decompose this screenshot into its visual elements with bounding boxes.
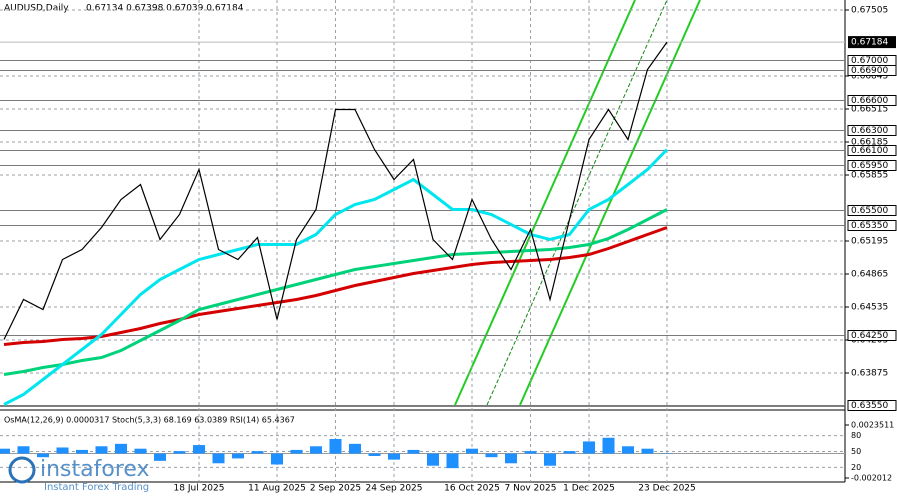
level-label-box: [847, 330, 897, 341]
stoch-level-label: 80: [851, 431, 861, 440]
osma-bar: [212, 453, 225, 464]
x-tick-label: 16 Oct 2025: [444, 484, 500, 494]
moving-average: [3, 226, 668, 346]
level-label: 0.66300: [851, 126, 888, 136]
price-line: [3, 41, 668, 340]
y-tick-label: 0.66185: [851, 138, 888, 148]
level-label: 0.65950: [851, 161, 888, 171]
level-label: 0.63550: [851, 401, 888, 411]
osma-bar: [583, 441, 595, 454]
osma-bar: [602, 437, 615, 454]
osma-bar: [485, 453, 498, 458]
x-tick-label: 24 Sep 2025: [365, 484, 422, 494]
osma-bar: [76, 449, 88, 454]
osma-bar: [290, 449, 303, 454]
channel-mid: [486, 0, 668, 406]
stoch-level-label: 20: [851, 463, 861, 472]
oscillator-title: OsMA(12,26,9) 0.0000317 Stoch(5,3,3) 68.…: [4, 416, 295, 425]
current-price-label: 0.67184: [851, 38, 888, 48]
osma-bar: [349, 443, 361, 454]
osma-bar: [310, 446, 322, 454]
logo: instaforex Instant Forex Trading: [8, 456, 150, 493]
y-tick-label: 0.66845: [851, 72, 888, 82]
level-label-box: [847, 65, 897, 76]
stoch-level-label: 50: [851, 447, 861, 456]
level-label-box: [847, 95, 897, 106]
x-tick-label: 11 Aug 2025: [248, 484, 306, 494]
osma-bar: [115, 443, 127, 454]
ohlc-text: 0.67134 0.67398 0.67039 0.67184: [86, 4, 244, 14]
channel-line: [519, 0, 701, 406]
moving-average: [3, 148, 669, 406]
level-label-box: [847, 160, 897, 171]
osma-bar: [446, 453, 459, 469]
osma-bar: [173, 451, 186, 454]
current-price-box: [848, 36, 896, 49]
y-tick-label: 0.0023511: [851, 421, 894, 430]
x-tick-label: 1 Dec 2025: [563, 484, 615, 494]
x-tick-label: 18 Jul 2025: [174, 484, 225, 494]
level-label: 0.66600: [851, 96, 888, 106]
osma-bar: [17, 446, 30, 454]
channel: [454, 0, 701, 406]
chart-title: AUDUSD,Daily: [4, 4, 69, 14]
osma-bar: [622, 446, 634, 454]
y-tick-label: 0.64535: [851, 303, 888, 313]
osma-bar: [388, 453, 400, 460]
osma-bar: [466, 448, 478, 454]
level-label: 0.66900: [851, 66, 888, 76]
y-tick-label: 0.66515: [851, 105, 888, 115]
osma-bar: [0, 448, 10, 454]
moving-average: [3, 208, 668, 376]
osma-bar: [154, 453, 166, 461]
level-label-box: [847, 145, 897, 156]
level-label: 0.67000: [851, 56, 888, 66]
y-tick-label: -0.002012: [851, 474, 892, 483]
level-label-box: [847, 400, 897, 411]
osma-bar: [505, 453, 517, 464]
osma-bar: [134, 448, 147, 454]
osma-bar: [232, 453, 244, 459]
osma-bar: [271, 453, 283, 465]
osma-bar: [544, 453, 556, 466]
osma-bar: [641, 448, 654, 454]
logo-tagline: Instant Forex Trading: [44, 482, 149, 493]
osma-bar: [251, 451, 264, 454]
channel-line: [454, 0, 636, 406]
level-label-box: [847, 220, 897, 231]
y-tick-label: 0.64865: [851, 270, 888, 280]
y-tick-label: 0.65855: [851, 171, 888, 181]
logo-mark: [8, 456, 36, 484]
osma-bar: [563, 451, 576, 454]
x-tick-label: 23 Dec 2025: [638, 484, 696, 494]
y-tick-label: 0.63875: [851, 369, 888, 379]
y-tick-label: 0.67505: [851, 6, 888, 16]
level-label: 0.66100: [851, 146, 888, 156]
level-label-box: [847, 125, 897, 136]
x-tick-label: 2 Sep 2025: [310, 484, 361, 494]
x-tick-label: 7 Nov 2025: [505, 484, 557, 494]
level-label: 0.65350: [851, 221, 888, 231]
osma-bar: [368, 453, 381, 456]
osma-bar: [95, 446, 108, 454]
osma-bar: [427, 453, 439, 466]
level-label: 0.65500: [851, 206, 888, 216]
osma-bar: [37, 453, 49, 458]
osma-bar: [56, 447, 69, 454]
logo-text: instaforex: [40, 457, 150, 482]
osma-bar: [524, 451, 537, 454]
osma-bar: [407, 449, 420, 454]
level-label: 0.64250: [851, 331, 888, 341]
osma-bar: [193, 445, 205, 454]
osma-bar: [329, 438, 342, 454]
y-tick-label: 0.65195: [851, 237, 888, 247]
level-label-box: [847, 205, 897, 216]
